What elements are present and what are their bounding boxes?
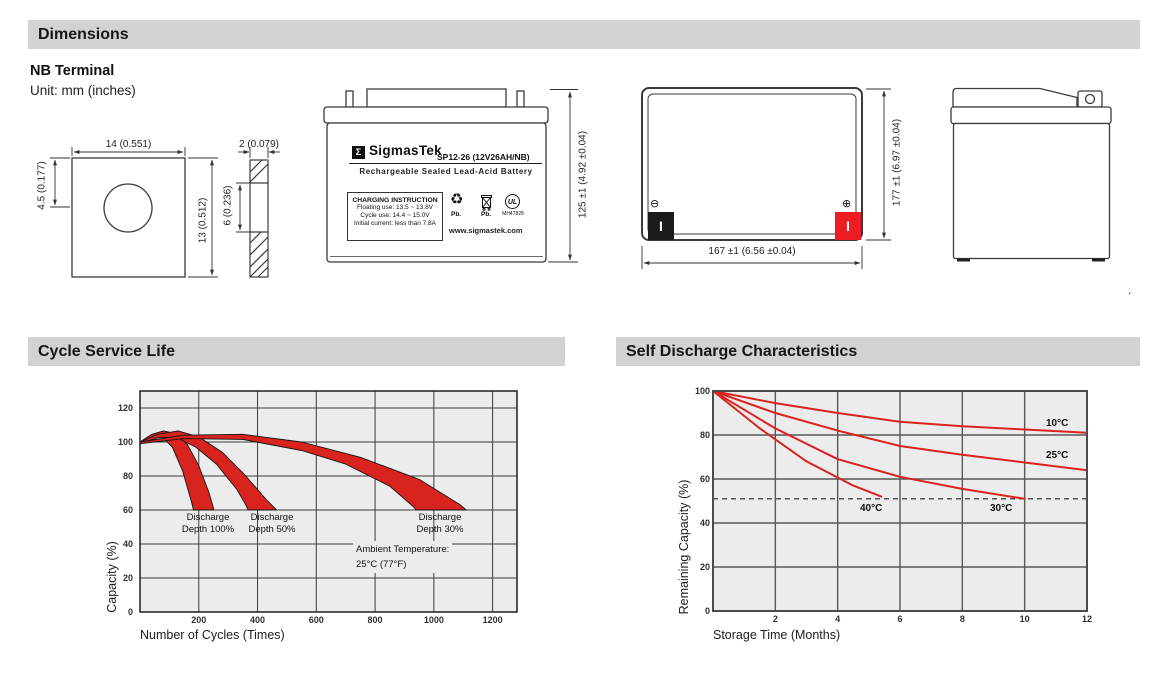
charging-instruction-box: CHARGING INSTRUCTION Floating use: 13.5 … (347, 192, 443, 241)
brand-name: SigmasTek (369, 143, 442, 158)
x-tick-label: 12 (1081, 614, 1092, 624)
stray-period-mark: . (1128, 283, 1132, 297)
temperature-series-label: 10°C (1046, 418, 1069, 429)
y-tick-label: 80 (122, 471, 133, 481)
discharge-depth-label-line: Depth 30% (416, 524, 464, 535)
temperature-series-label: 25°C (1046, 450, 1069, 461)
y-tick-label: 40 (122, 539, 133, 549)
terminal-type-heading: NB Terminal (30, 63, 115, 79)
cycle-chart-plot (139, 390, 518, 613)
x-tick-label: 800 (367, 615, 383, 625)
dim-terminal-depth: 6 (0.236) (222, 185, 234, 226)
dim-terminal-height: 13 (0.512) (197, 197, 209, 244)
pb-recycle-icon: ♻ (450, 191, 464, 208)
ambient-note-line: 25°C (77°F) (356, 559, 407, 570)
cycle-chart-x-axis-title: Number of Cycles (Times) (140, 628, 285, 642)
self-discharge-x-axis-title: Storage Time (Months) (713, 628, 841, 642)
discharge-depth-label: Discharge Depth 30% (395, 512, 485, 536)
self-discharge-plot (712, 390, 1088, 612)
x-tick-label: 1200 (482, 615, 503, 625)
terminal-dimension-lines (50, 147, 280, 278)
dim-battery-height: 125 ±1 (4.92 ±0.04) (577, 130, 589, 219)
discharge-depth-label-line: Discharge (250, 512, 294, 523)
charging-floating-use: Floating use: 13.5 ~ 13.8V (356, 204, 434, 211)
y-tick-label: 0 (127, 607, 133, 617)
x-tick-label: 6 (897, 614, 903, 624)
positive-terminal-block: I (835, 212, 861, 240)
unit-note: Unit: mm (inches) (30, 83, 136, 98)
terminal-front-drawing (71, 157, 186, 278)
y-tick-label: 20 (122, 573, 133, 583)
website-url: www.sigmastek.com (449, 226, 523, 235)
x-tick-label: 600 (308, 615, 324, 625)
discharge-depth-label: Discharge Depth 100% (163, 512, 253, 536)
charging-initial-current: Initial current: less than 7.8A (353, 220, 436, 227)
sigma-logo-icon: Σ (352, 146, 365, 159)
discharge-depth-label: Discharge Depth 50% (227, 512, 317, 536)
self-discharge-chart: Storage Time (Months) Remaining Capacity… (660, 385, 1120, 665)
ul-certification-icon: UL (505, 194, 520, 209)
discharge-depth-label-line: Discharge (418, 512, 462, 523)
dim-battery-length: 167 ±1 (6.56 ±0.04) (708, 246, 796, 257)
pb-recycle-label: Pb. (451, 211, 462, 218)
battery-top-dimension-lines (641, 88, 891, 269)
y-tick-label: 100 (117, 437, 133, 447)
label-divider (349, 163, 542, 164)
y-tick-label: 20 (699, 562, 710, 572)
pb-trash-label: Pb. (481, 211, 492, 218)
cycle-service-life-chart: Number of Cycles (Times) Capacity (%) 20… (100, 385, 530, 665)
x-tick-label: 2 (772, 614, 778, 624)
dim-terminal-thickness: 2 (0.079) (238, 139, 280, 150)
discharge-depth-label-line: Depth 50% (248, 524, 296, 535)
y-tick-label: 40 (699, 518, 710, 528)
minus-terminal-icon: ⊖ (650, 198, 660, 210)
ul-file-number: MH47828 (502, 211, 524, 217)
y-tick-label: 80 (699, 430, 710, 440)
dim-terminal-width: 14 (0.551) (105, 139, 152, 150)
y-tick-label: 60 (122, 505, 133, 515)
section-header-dimensions: Dimensions (28, 20, 1140, 49)
x-tick-label: 400 (250, 615, 266, 625)
section-header-self-discharge: Self Discharge Characteristics (616, 337, 1140, 366)
plus-terminal-icon: ⊕ (842, 198, 852, 210)
discharge-depth-label-line: Depth 100% (181, 524, 235, 535)
y-tick-label: 100 (694, 386, 710, 396)
battery-type-subtitle: Rechargeable Sealed Lead-Acid Battery (359, 167, 533, 176)
x-tick-label: 8 (959, 614, 965, 624)
ambient-note-line: Ambient Temperature: (356, 544, 450, 555)
battery-side-drawing (950, 87, 1112, 262)
ambient-temperature-note: Ambient Temperature: 25°C (77°F) (353, 541, 453, 573)
charging-instruction-title: CHARGING INSTRUCTION (352, 197, 438, 204)
dim-battery-total-height: 177 ±1 (6.97 ±0.04) (891, 118, 903, 207)
x-tick-label: 200 (191, 615, 207, 625)
battery-front-dimension-lines (548, 89, 578, 263)
x-tick-label: 1000 (423, 615, 444, 625)
dim-terminal-hole-offset: 4.5 (0.177) (36, 161, 48, 210)
x-tick-label: 4 (835, 614, 841, 624)
pb-trash-icon (481, 195, 492, 211)
temperature-series-label: 30°C (990, 503, 1013, 514)
y-tick-label: 60 (699, 474, 710, 484)
y-tick-label: 0 (704, 606, 710, 616)
negative-terminal-block: I (648, 212, 674, 240)
x-tick-label: 10 (1019, 614, 1030, 624)
y-tick-label: 120 (117, 403, 133, 413)
charging-cycle-use: Cycle use: 14.4 ~ 15.0V (360, 212, 430, 219)
battery-top-drawing (641, 87, 863, 241)
terminal-side-drawing (249, 159, 269, 278)
self-discharge-y-axis-title: Remaining Capacity (%) (677, 479, 691, 615)
temperature-series-label: 40°C (860, 503, 883, 514)
discharge-depth-label-line: Discharge (186, 512, 230, 523)
section-header-cycle-service-life: Cycle Service Life (28, 337, 565, 366)
